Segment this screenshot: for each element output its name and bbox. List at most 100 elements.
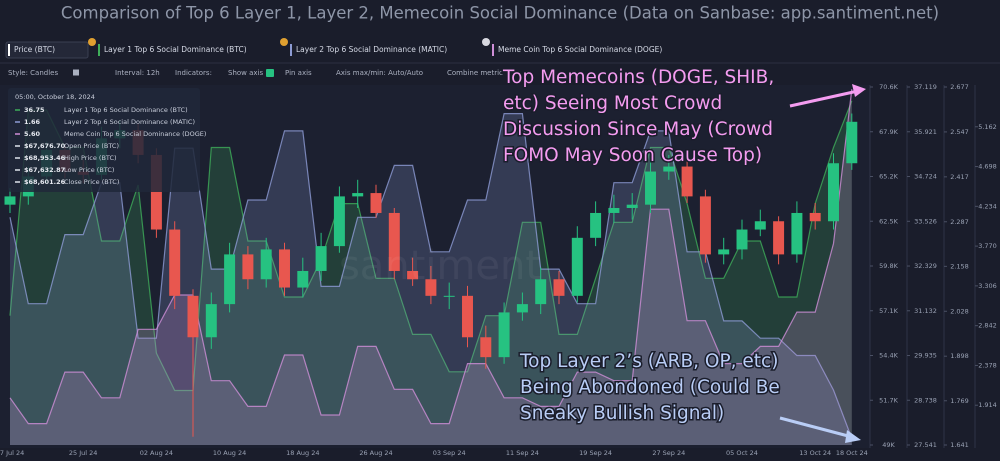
y-tick-label: 29.935 — [914, 352, 937, 360]
tooltip-value: 5.60 — [24, 130, 41, 138]
candle-body — [388, 212, 400, 271]
annotation: Discussion Since May (Crowd — [503, 119, 773, 140]
y-tick-label: 59.8K — [879, 262, 898, 270]
y-tick-label: 34.724 — [914, 173, 937, 181]
tooltip-title: 05:00, October 18, 2024 — [15, 93, 95, 101]
y-tick-label: 31.132 — [914, 307, 937, 315]
candle-body — [718, 249, 730, 255]
control[interactable]: Show axis — [228, 69, 263, 77]
tab-icon — [280, 38, 288, 46]
area-line — [9, 89, 853, 425]
y-tick-label: 49K — [882, 441, 895, 449]
x-tick-label: 11 Sep 24 — [506, 449, 539, 457]
control[interactable]: Style: Candles — [8, 69, 58, 77]
candle-body — [699, 196, 711, 255]
checkbox[interactable] — [266, 69, 274, 77]
candle-body — [681, 166, 693, 197]
tooltip-label: Open Price (BTC) — [64, 142, 119, 150]
candle-body — [205, 304, 217, 338]
y-tick-label: 62.5K — [879, 217, 898, 225]
candle-body — [352, 193, 364, 197]
candle-body — [645, 171, 656, 205]
candle-body — [333, 196, 345, 247]
tab[interactable] — [5, 41, 89, 59]
area-line — [9, 113, 853, 439]
legend-entry[interactable]: Meme Coin Top 6 Social Dominance (DOGE) — [498, 45, 662, 54]
tab-swatch — [290, 44, 292, 56]
annotation: etc) Seeing Most Crowd — [503, 93, 722, 114]
control[interactable]: Indicators: — [175, 69, 212, 77]
x-tick-label: 03 Sep 24 — [433, 449, 466, 457]
y-tick-label: 67.9K — [879, 128, 898, 136]
candle-body — [462, 295, 473, 338]
candle-body — [571, 237, 583, 296]
area-line — [9, 100, 853, 392]
legend-entry[interactable]: Layer 2 Top 6 Social Dominance (MATIC) — [296, 45, 447, 54]
candle-body — [553, 279, 565, 296]
arrow — [779, 416, 853, 439]
annotation: Top Layer 2’s (ARB, OP, etc) — [519, 351, 778, 372]
tooltip-value: $68,953.46 — [24, 154, 66, 162]
candle-body — [407, 270, 419, 280]
y-tick-label: 1.769 — [950, 397, 969, 405]
candle-body — [828, 163, 839, 222]
y-tick-label: 2.842 — [978, 322, 997, 330]
candle-body — [773, 221, 785, 255]
plot-area — [0, 85, 870, 448]
candle-body — [535, 279, 547, 305]
candle-body — [608, 207, 620, 213]
candle-body — [260, 249, 272, 280]
tooltip-rows: 36.75 Layer 1 Top 6 Social Dominance (BTC… — [15, 106, 206, 186]
area-fill — [10, 89, 852, 445]
tab-swatch — [492, 44, 494, 56]
candle-body — [443, 295, 455, 297]
x-tick-label: 19 Sep 24 — [579, 449, 612, 457]
y-tick-label: 1.898 — [950, 352, 969, 360]
tooltip-value: $67,676.70 — [24, 142, 66, 150]
x-tick-label: 18 Aug 24 — [286, 449, 319, 457]
x-tick-label: 02 Aug 24 — [140, 449, 173, 457]
y-tick-label: 32.329 — [914, 262, 937, 270]
y-tick-label: 33.526 — [914, 217, 937, 225]
y-tick-label: 57.1K — [879, 307, 898, 315]
y-tick-label: 65.2K — [879, 173, 898, 181]
control[interactable]: Combine metric — [447, 69, 503, 77]
y-tick-label: 4.698 — [978, 163, 997, 171]
y-tick-label: 3.770 — [978, 242, 997, 250]
y-tick-label: 5.162 — [978, 123, 997, 131]
x-tick-label: 26 Aug 24 — [359, 449, 392, 457]
y-tick-label: 2.028 — [950, 307, 969, 315]
y-tick-label: 2.547 — [950, 128, 969, 136]
x-tick-label: 18 Oct 24 — [836, 449, 868, 457]
control[interactable]: Interval: 12h — [115, 69, 160, 77]
arrow-head — [852, 84, 866, 97]
tooltip-label: Layer 2 Top 6 Social Dominance (MATIC) — [64, 118, 195, 126]
y-tick-label: 2.417 — [950, 173, 969, 181]
y-tick-label: 27.541 — [914, 441, 937, 449]
candle-body — [224, 254, 236, 305]
candle-body — [480, 337, 492, 358]
candle-body — [809, 212, 821, 222]
candle-body — [242, 254, 254, 280]
candle-body — [754, 221, 766, 230]
candle-body — [315, 246, 327, 271]
candle-body — [590, 212, 602, 238]
tooltip-value: $67,632.87 — [24, 166, 65, 174]
legend-entry[interactable]: Layer 1 Top 6 Social Dominance (BTC) — [104, 45, 247, 54]
x-tick-label: 17 Jul 24 — [0, 449, 24, 457]
color-picker[interactable] — [73, 69, 79, 76]
annotation: Top Memecoins (DOGE, SHIB, — [502, 67, 774, 88]
control[interactable]: Pin axis — [285, 69, 312, 77]
candle-body — [4, 196, 16, 205]
arrow-head — [845, 430, 861, 443]
candle-body — [791, 212, 803, 255]
legend-entry[interactable]: Price (BTC) — [14, 45, 55, 54]
candle-body — [425, 279, 437, 296]
y-tick-label: 1.641 — [950, 441, 969, 449]
annotations: Top Memecoins (DOGE, SHIB, etc) Seeing Mo… — [501, 66, 782, 426]
watermark: santiment — [339, 243, 541, 289]
control[interactable]: Axis max/min: Auto/Auto — [336, 69, 423, 77]
y-tick-label: 2.677 — [950, 83, 969, 91]
candle-body — [498, 312, 510, 358]
